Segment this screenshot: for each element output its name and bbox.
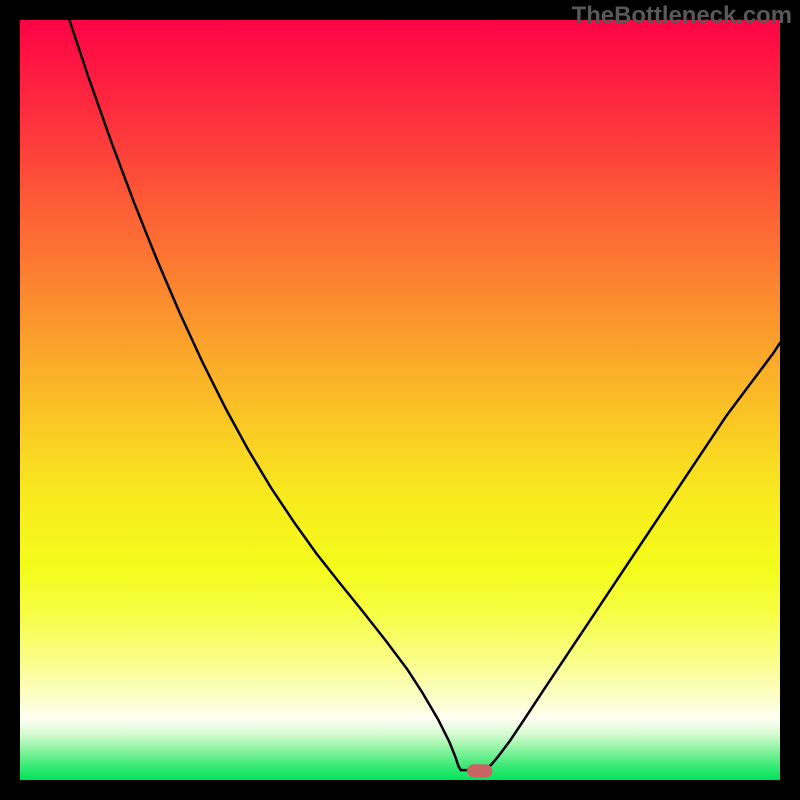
valley-marker xyxy=(468,765,492,777)
gradient-background xyxy=(20,20,780,780)
plot-area xyxy=(20,20,780,780)
watermark-text: TheBottleneck.com xyxy=(572,2,792,30)
bottleneck-chart xyxy=(20,20,780,780)
chart-container: TheBottleneck.com xyxy=(0,0,800,800)
